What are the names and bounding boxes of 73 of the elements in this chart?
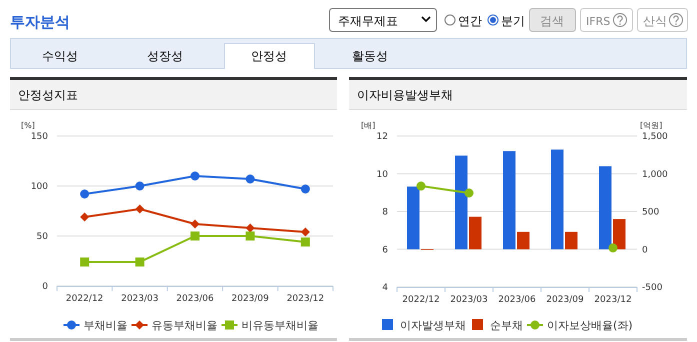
bar <box>565 232 578 250</box>
point <box>608 243 618 252</box>
point <box>464 188 474 198</box>
point <box>190 172 200 180</box>
point <box>246 174 255 184</box>
y-tick-label: 10 <box>376 170 388 180</box>
y2-tick-label: 500 <box>642 208 660 218</box>
x-tick-label: 2023/12 <box>286 294 324 304</box>
x-tick-label: 2023/03 <box>121 294 158 304</box>
bar <box>613 219 626 250</box>
bar <box>407 186 420 250</box>
legend-label: 이자발생부채 <box>400 319 466 332</box>
y2-tick-label: 1,500 <box>642 132 668 142</box>
bar <box>551 150 564 250</box>
bar <box>455 156 468 250</box>
text: 검색 <box>540 14 564 28</box>
point <box>80 212 90 222</box>
y2-tick-label: -500 <box>642 283 663 293</box>
text: 활동성 <box>352 49 388 63</box>
point <box>300 184 310 194</box>
x-tick-label: 2023/12 <box>594 295 632 305</box>
text: 수익성 <box>42 49 78 63</box>
bar <box>599 166 612 250</box>
y-tick-label: 150 <box>30 132 48 142</box>
y-axis-title: [배] <box>361 121 376 130</box>
text: 연간 <box>458 14 482 28</box>
bar <box>469 216 482 250</box>
x-tick-label: 2023/06 <box>498 295 536 305</box>
text: 투자분석 <box>10 13 70 31</box>
text: 성장성 <box>147 49 183 63</box>
text: 안정성 <box>251 49 287 63</box>
chart-title: 안정성지표 <box>18 88 78 102</box>
y-tick-label: 12 <box>376 132 388 142</box>
text: 주재무제표 <box>338 14 398 28</box>
y-tick-label: 50 <box>36 232 48 242</box>
point <box>135 258 144 266</box>
y-tick-label: 8 <box>382 208 388 218</box>
bar <box>503 151 516 250</box>
point <box>190 220 200 228</box>
x-tick-label: 2023/06 <box>176 294 214 304</box>
point <box>246 224 255 232</box>
x-tick-label: 2022/12 <box>66 294 104 304</box>
x-tick-label: 2023/09 <box>232 294 270 304</box>
y-tick-label: 0 <box>42 282 48 292</box>
x-tick-label: 2023/09 <box>546 295 584 305</box>
x-tick-label: 2023/03 <box>450 295 488 305</box>
point <box>80 190 90 198</box>
text: IFRS <box>586 15 610 28</box>
point <box>300 238 310 246</box>
legend-label: 비유동부채비율 <box>242 319 318 332</box>
y2-tick-label: 0 <box>642 245 648 256</box>
legend-label: 부채비율 <box>84 319 128 332</box>
legend-label: 이자보상배율(좌) <box>547 319 633 332</box>
chart-title: 이자비용발생부채 <box>357 88 453 102</box>
x-tick-label: 2022/12 <box>402 295 440 305</box>
point <box>80 258 90 266</box>
point <box>416 182 426 191</box>
y-tick-label: 100 <box>30 182 48 192</box>
legend-label: 유동부채비율 <box>152 319 218 332</box>
y-axis-title: [%] <box>21 121 35 130</box>
y-tick-label: 6 <box>382 245 388 256</box>
bar <box>517 232 530 250</box>
y2-tick-label: 1,000 <box>642 170 668 180</box>
point <box>190 232 200 240</box>
point <box>300 228 310 236</box>
y2-axis-title: [억원] <box>640 121 662 130</box>
text: 산식 <box>643 14 667 28</box>
legend-label: 순부채 <box>490 319 523 332</box>
point <box>246 232 255 240</box>
y-tick-label: 4 <box>382 283 388 293</box>
point <box>135 182 144 190</box>
point <box>135 204 144 214</box>
text: 분기 <box>501 14 525 28</box>
